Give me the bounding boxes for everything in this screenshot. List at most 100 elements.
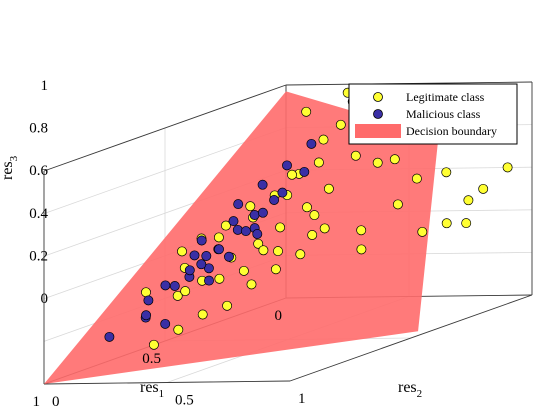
box-edge [43,84,287,172]
z-tick-label: 0.2 [29,248,48,264]
legend-label-decision-boundary: Decision boundary [406,124,497,138]
point-malicious [306,138,317,149]
point-legitimate [214,273,225,284]
x-tick-label: 0 [275,308,283,324]
point-malicious [257,179,268,190]
point-legitimate [318,134,329,145]
x-tick-label: 1 [33,394,41,407]
point-legitimate [177,246,187,257]
point-malicious [160,280,171,291]
point-legitimate [302,202,312,213]
point-legitimate [220,220,231,231]
decision-boundary-plane [44,91,439,384]
point-malicious [233,199,244,210]
y-tick-label: 0.5 [175,393,194,407]
point-legitimate [313,157,324,168]
point-malicious [201,251,212,261]
point-legitimate [478,183,489,194]
point-legitimate [411,173,422,184]
point-malicious [196,235,207,246]
legend-label-legitimate: Legitimate class [406,90,485,104]
z-axis-label: res3 [0,155,20,180]
point-malicious [184,265,195,276]
point-malicious [282,160,292,171]
point-legitimate [197,309,208,320]
point-legitimate [173,324,184,335]
x-axis-label: res1 [140,379,164,400]
point-malicious [232,224,243,235]
legend: Legitimate class Malicious class Decisio… [348,83,518,145]
point-legitimate [295,249,306,260]
z-tick-label: 1 [41,78,49,94]
point-legitimate [389,154,400,165]
box-edge [43,380,291,385]
point-malicious [204,275,214,286]
z-tick-label: 0.4 [29,206,48,222]
point-malicious [203,263,214,274]
point-legitimate [441,167,452,178]
point-malicious [257,207,268,218]
legend-swatch-decision-boundary [355,124,401,138]
point-malicious [160,318,171,329]
legend-marker-malicious [373,109,383,119]
point-malicious [249,210,260,220]
point-malicious [196,259,207,270]
point-malicious [224,251,234,262]
point-malicious [299,166,310,177]
point-malicious [143,295,154,306]
point-malicious [252,229,263,239]
point-legitimate [356,244,367,255]
point-legitimate [372,157,383,168]
decision-plane-layer [44,91,439,384]
point-legitimate [502,162,513,173]
z-tick-label: 0.6 [29,163,48,179]
point-legitimate [172,290,183,301]
point-malicious [189,250,200,261]
point-legitimate [180,286,191,297]
y-axis-label: res2 [398,379,422,400]
point-malicious [269,195,280,205]
y-tick-label: 1 [298,391,306,407]
box-edge [289,294,533,382]
point-legitimate [350,150,361,161]
point-legitimate [417,226,428,237]
point-malicious [228,216,239,227]
legend-marker-legitimate [373,92,383,102]
points-layer [104,87,513,350]
point-legitimate [356,225,367,236]
point-malicious [141,310,152,321]
point-legitimate [323,183,334,194]
point-malicious [169,281,180,291]
legend-label-malicious: Malicious class [406,107,481,121]
point-legitimate [253,238,264,249]
z-tick-label: 0.8 [29,121,48,137]
point-malicious [214,244,224,255]
x-tick-label: 0.5 [142,351,161,367]
point-malicious [240,226,251,237]
point-legitimate [441,218,452,229]
y-tick-label: 0 [52,394,60,407]
point-legitimate [238,265,249,276]
point-legitimate [222,300,233,311]
point-legitimate [309,210,320,221]
point-legitimate [213,232,224,243]
point-malicious [277,187,288,198]
point-legitimate [270,264,281,275]
point-legitimate [258,245,269,256]
point-legitimate [275,222,286,233]
point-legitimate [463,195,474,206]
point-legitimate [246,279,257,290]
point-legitimate [307,230,318,240]
point-legitimate [319,223,330,234]
point-legitimate [148,339,159,350]
point-legitimate [245,201,256,212]
point-legitimate [273,246,283,257]
point-legitimate [335,119,346,130]
point-legitimate [287,169,297,180]
point-legitimate [461,218,472,229]
point-legitimate [392,199,403,210]
point-legitimate [301,106,312,117]
